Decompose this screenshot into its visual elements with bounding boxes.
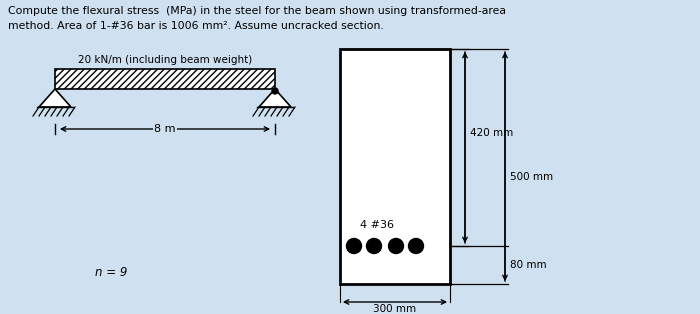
Text: 8 m: 8 m xyxy=(154,124,176,134)
Circle shape xyxy=(367,239,382,253)
Text: 500 mm: 500 mm xyxy=(510,171,553,181)
Circle shape xyxy=(409,239,423,253)
Circle shape xyxy=(389,239,403,253)
Text: Compute the flexural stress  (MPa) in the steel for the beam shown using transfo: Compute the flexural stress (MPa) in the… xyxy=(8,6,506,16)
Text: 4 #36: 4 #36 xyxy=(360,220,394,230)
Text: 80 mm: 80 mm xyxy=(510,260,547,270)
Circle shape xyxy=(346,239,361,253)
Text: 20 kN/m (including beam weight): 20 kN/m (including beam weight) xyxy=(78,55,252,65)
Polygon shape xyxy=(259,89,291,107)
Polygon shape xyxy=(39,89,71,107)
Text: 420 mm: 420 mm xyxy=(470,127,513,138)
Text: method. Area of 1-#36 bar is 1006 mm². Assume uncracked section.: method. Area of 1-#36 bar is 1006 mm². A… xyxy=(8,21,384,31)
Text: n = 9: n = 9 xyxy=(95,266,127,279)
Text: 300 mm: 300 mm xyxy=(373,304,416,314)
Circle shape xyxy=(272,88,278,94)
Bar xyxy=(340,49,450,284)
Bar xyxy=(55,69,275,89)
